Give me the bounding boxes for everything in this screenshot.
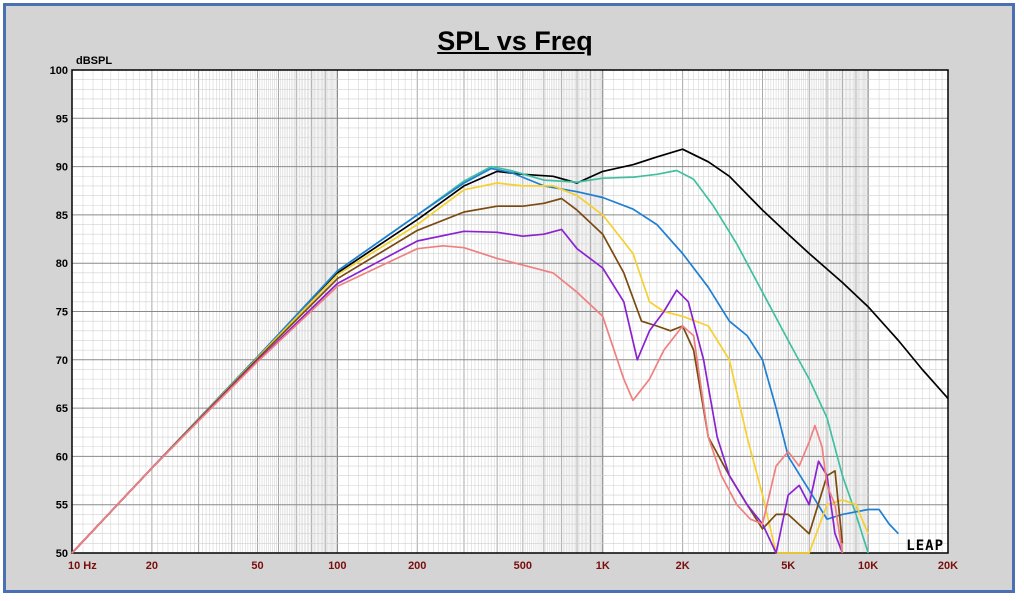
series-line-7 <box>71 244 844 554</box>
x-tick-label: 50 <box>251 560 263 572</box>
series-line-4 <box>71 182 869 554</box>
x-tick-label: 200 <box>408 560 426 572</box>
x-tick-label: 2K <box>676 560 690 572</box>
y-tick-label: 60 <box>56 451 68 463</box>
x-tick-label: 500 <box>514 560 532 572</box>
y-tick-label: 70 <box>56 355 68 367</box>
series-line-5 <box>71 197 844 554</box>
x-tick-label: 100 <box>328 560 346 572</box>
x-tick-label: 10K <box>858 560 878 572</box>
x-tick-label: 20 <box>146 560 158 572</box>
x-tick-label: 10 Hz <box>68 560 97 572</box>
series-line-1 <box>71 148 949 554</box>
x-tick-label: 5K <box>781 560 795 572</box>
plot-border <box>71 69 949 554</box>
leap-watermark: LEAP <box>906 538 944 554</box>
series-line-6 <box>71 228 844 554</box>
y-tick-label: 90 <box>56 162 68 174</box>
y-tick-label: 65 <box>56 403 68 415</box>
y-axis-label: dBSPL <box>76 55 112 67</box>
y-tick-label: 100 <box>50 65 68 77</box>
y-tick-label: 75 <box>56 307 68 319</box>
y-tick-label: 80 <box>56 258 68 270</box>
y-tick-label: 55 <box>56 500 68 512</box>
y-tick-label: 50 <box>56 548 68 560</box>
y-tick-label: 85 <box>56 210 68 222</box>
y-tick-label: 95 <box>56 113 68 125</box>
chart-title: SPL vs Freq <box>437 26 593 56</box>
x-tick-label: 20K <box>938 560 958 572</box>
x-tick-label: 1K <box>596 560 610 572</box>
